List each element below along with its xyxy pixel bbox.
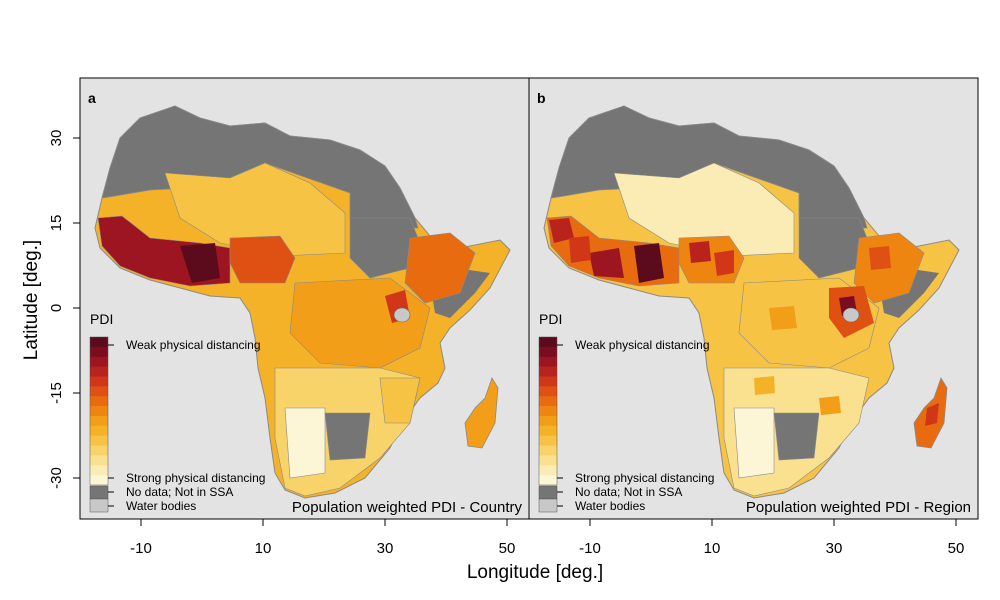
legend-color-swatch bbox=[90, 356, 108, 367]
legend-color-swatch bbox=[539, 396, 557, 407]
legend-color-swatch bbox=[539, 386, 557, 397]
y-tick-label: -30 bbox=[48, 467, 65, 489]
legend-a-nodata-label: No data; Not in SSA bbox=[126, 485, 233, 499]
legend-a-water-label: Water bodies bbox=[126, 499, 196, 513]
panel-a-map bbox=[94, 105, 511, 499]
panel-a-caption: Population weighted PDI - Country bbox=[292, 499, 523, 516]
panel-b-map bbox=[543, 105, 960, 499]
legend-color-swatch bbox=[90, 366, 108, 377]
legend-b-title: PDI bbox=[539, 311, 562, 327]
legend-color-swatch bbox=[90, 337, 108, 348]
legend-color-swatch bbox=[539, 346, 557, 358]
legend-colorscale-border bbox=[538, 336, 558, 486]
x-tick-label: 30 bbox=[826, 540, 843, 557]
x-axis-title: Longitude [deg.] bbox=[467, 562, 603, 583]
legend-a-weak-label: Weak physical distancing bbox=[126, 338, 261, 352]
legend-b-colorscale bbox=[538, 336, 558, 486]
legend-color-swatch bbox=[539, 425, 557, 437]
legend-b-water-swatch bbox=[538, 498, 558, 513]
x-tick-label: 50 bbox=[948, 540, 965, 557]
y-axis: 30 15 0 -15 -30 Latitude [deg.] bbox=[21, 130, 80, 489]
y-axis-title: Latitude [deg.] bbox=[21, 240, 42, 360]
x-tick-label: 10 bbox=[704, 540, 721, 557]
panel-a: a Population weighted PDI - Country PDI … bbox=[79, 77, 530, 520]
legend-color-swatch bbox=[90, 435, 108, 446]
legend-a: PDI Weak physical distancing Strong phys… bbox=[89, 311, 265, 513]
legend-color-swatch bbox=[539, 445, 557, 456]
legend-b-nodata-label: No data; Not in SSA bbox=[575, 485, 682, 499]
legend-a-title: PDI bbox=[90, 311, 113, 327]
legend-color-swatch bbox=[539, 465, 557, 476]
y-tick-label: 30 bbox=[48, 130, 65, 147]
legend-color-swatch bbox=[90, 406, 108, 417]
legend-color-swatch bbox=[90, 346, 108, 358]
legend-b: PDI Weak physical distancing Strong phys… bbox=[538, 311, 714, 513]
x-tick-label: 30 bbox=[377, 540, 394, 557]
panel-b: b Population weighted PDI - Region PDI W… bbox=[528, 77, 979, 520]
legend-color-swatch bbox=[90, 425, 108, 437]
legend-color-swatch bbox=[539, 337, 557, 348]
legend-color-swatch bbox=[90, 445, 108, 456]
legend-a-colorscale bbox=[89, 336, 109, 486]
legend-color-swatch bbox=[90, 465, 108, 476]
legend-color-swatch bbox=[90, 386, 108, 397]
legend-a-strong-label: Strong physical distancing bbox=[126, 471, 265, 485]
legend-color-swatch bbox=[539, 366, 557, 377]
y-tick-label: 0 bbox=[48, 304, 65, 312]
legend-color-swatch bbox=[90, 376, 108, 387]
x-tick-label: 10 bbox=[255, 540, 272, 557]
x-tick-label: -10 bbox=[130, 540, 152, 557]
panel-b-label: b bbox=[537, 90, 546, 106]
panel-b-caption: Population weighted PDI - Region bbox=[746, 499, 971, 516]
legend-color-swatch bbox=[539, 406, 557, 417]
legend-color-swatch bbox=[539, 475, 557, 486]
x-tick-label: -10 bbox=[579, 540, 601, 557]
x-axis-b: -10 10 30 50 bbox=[579, 519, 964, 557]
legend-color-swatch bbox=[539, 415, 557, 427]
legend-a-water-swatch bbox=[89, 498, 109, 513]
legend-color-swatch bbox=[539, 435, 557, 446]
legend-color-swatch bbox=[539, 455, 557, 466]
y-tick-label: -15 bbox=[48, 382, 65, 404]
legend-color-swatch bbox=[90, 415, 108, 427]
panel-a-label: a bbox=[88, 90, 96, 106]
legend-colorscale-border bbox=[89, 336, 109, 486]
legend-color-swatch bbox=[539, 356, 557, 367]
legend-color-swatch bbox=[90, 475, 108, 486]
y-tick-label: 15 bbox=[48, 215, 65, 232]
legend-b-nodata-swatch bbox=[538, 485, 558, 500]
legend-color-swatch bbox=[90, 396, 108, 407]
legend-color-swatch bbox=[539, 376, 557, 387]
legend-a-nodata-swatch bbox=[89, 485, 109, 500]
legend-b-strong-label: Strong physical distancing bbox=[575, 471, 714, 485]
legend-color-swatch bbox=[90, 455, 108, 466]
x-tick-label: 50 bbox=[499, 540, 516, 557]
x-axis-a: -10 10 30 50 bbox=[130, 519, 515, 557]
legend-b-water-label: Water bodies bbox=[575, 499, 645, 513]
legend-b-weak-label: Weak physical distancing bbox=[575, 338, 710, 352]
